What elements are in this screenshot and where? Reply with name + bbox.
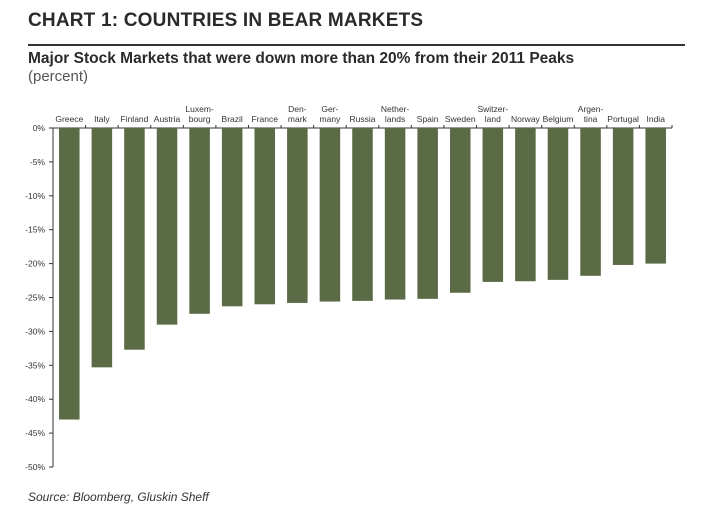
category-label: Portugal bbox=[607, 114, 639, 124]
category-label: land bbox=[485, 114, 501, 124]
bar bbox=[91, 128, 113, 368]
bar bbox=[449, 128, 471, 293]
bar bbox=[482, 128, 504, 282]
y-tick-label: -10% bbox=[25, 191, 45, 201]
source-note: Source: Bloomberg, Gluskin Sheff bbox=[28, 490, 209, 504]
chart-title: CHART 1: COUNTRIES IN BEAR MARKETS bbox=[28, 10, 424, 31]
bar bbox=[319, 128, 341, 302]
category-label: Argen- bbox=[578, 104, 604, 114]
category-label: many bbox=[320, 114, 342, 124]
bar bbox=[221, 128, 243, 307]
category-label: mark bbox=[288, 114, 308, 124]
category-label: Russia bbox=[350, 114, 376, 124]
category-label: Norway bbox=[511, 114, 541, 124]
category-label: India bbox=[646, 114, 665, 124]
category-label: Luxem- bbox=[185, 104, 214, 114]
bar bbox=[580, 128, 601, 276]
bar bbox=[189, 128, 210, 314]
category-label: Nether- bbox=[381, 104, 410, 114]
category-label: Austria bbox=[154, 114, 181, 124]
bar bbox=[59, 128, 80, 420]
category-label: Switzer- bbox=[477, 104, 508, 114]
bar bbox=[515, 128, 536, 282]
bar bbox=[287, 128, 308, 303]
bar bbox=[124, 128, 145, 350]
y-tick-label: -45% bbox=[25, 428, 45, 438]
y-tick-label: -15% bbox=[25, 225, 45, 235]
y-tick-label: -30% bbox=[25, 326, 45, 336]
bar bbox=[417, 128, 438, 299]
y-tick-label: -40% bbox=[25, 394, 45, 404]
category-label: Den- bbox=[288, 104, 307, 114]
bar bbox=[612, 128, 634, 265]
unit-label: (percent) bbox=[28, 68, 89, 85]
y-tick-label: -50% bbox=[25, 462, 45, 472]
y-tick-label: -25% bbox=[25, 293, 45, 303]
bar bbox=[352, 128, 373, 301]
y-tick-label: -20% bbox=[25, 259, 45, 269]
y-tick-label: -35% bbox=[25, 360, 45, 370]
bar bbox=[645, 128, 666, 264]
category-label: Ger- bbox=[321, 104, 338, 114]
chart-subtitle: Major Stock Markets that were down more … bbox=[28, 50, 575, 67]
category-label: Finland bbox=[121, 114, 149, 124]
category-label: Spain bbox=[417, 114, 439, 124]
bar bbox=[547, 128, 569, 280]
bar bbox=[384, 128, 406, 300]
category-label: tina bbox=[584, 114, 598, 124]
category-label: Italy bbox=[94, 114, 110, 124]
y-tick-label: -5% bbox=[30, 157, 46, 167]
category-label: France bbox=[252, 114, 279, 124]
category-label: bourg bbox=[189, 114, 211, 124]
category-label: Belgium bbox=[543, 114, 574, 124]
title-divider bbox=[28, 44, 685, 46]
category-label: lands bbox=[385, 114, 405, 124]
category-label: Sweden bbox=[445, 114, 476, 124]
bar bbox=[156, 128, 178, 325]
bar bbox=[254, 128, 276, 305]
category-label: Greece bbox=[55, 114, 83, 124]
y-tick-label: 0% bbox=[33, 123, 46, 133]
category-label: Brazil bbox=[222, 114, 243, 124]
